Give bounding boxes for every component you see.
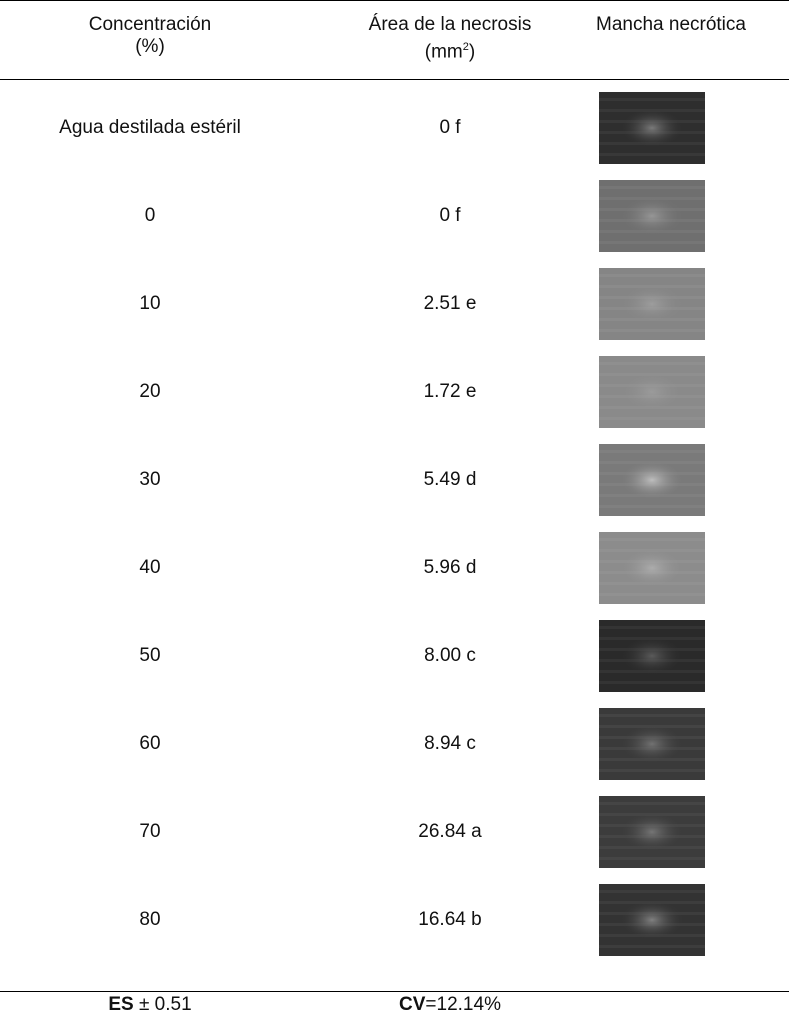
necrotic-spot-image bbox=[599, 708, 705, 780]
footer-standard-error: ES ± 0.51 bbox=[108, 994, 192, 1015]
necrotic-spot-cell bbox=[598, 788, 706, 876]
concentration-cell: 10 bbox=[139, 293, 161, 314]
necrotic-spot-image bbox=[599, 92, 705, 164]
necrosis-area-cell: 2.51 e bbox=[423, 293, 477, 314]
necrotic-spot-image bbox=[599, 268, 705, 340]
header-necrotic-spot-label: Mancha necrótica bbox=[596, 14, 746, 35]
necrotic-spot-cell bbox=[598, 876, 706, 964]
concentration-cell: 50 bbox=[139, 645, 161, 666]
table-row: 30 5.49 d bbox=[0, 436, 789, 524]
necrosis-area-cell: 5.49 d bbox=[423, 469, 477, 490]
necrotic-spot-cell bbox=[598, 436, 706, 524]
necrotic-spot-cell bbox=[598, 524, 706, 612]
necrosis-area-cell: 5.96 d bbox=[423, 557, 477, 578]
necrotic-spot-cell bbox=[598, 612, 706, 700]
table-row: 60 8.94 c bbox=[0, 700, 789, 788]
concentration-cell: 60 bbox=[139, 733, 161, 754]
table-row: Agua destilada estéril 0 f bbox=[0, 84, 789, 172]
table-row: 40 5.96 d bbox=[0, 524, 789, 612]
necrotic-spot-image bbox=[599, 796, 705, 868]
top-rule bbox=[0, 0, 789, 1]
concentration-cell: 70 bbox=[139, 821, 161, 842]
table-row: 0 0 f bbox=[0, 172, 789, 260]
necrosis-area-cell: 1.72 e bbox=[423, 381, 477, 402]
concentration-cell: 40 bbox=[139, 557, 161, 578]
necrotic-spot-image bbox=[599, 444, 705, 516]
necrosis-area-cell: 0 f bbox=[439, 117, 461, 138]
necrotic-spot-cell bbox=[598, 172, 706, 260]
header-concentration: Concentración (%) bbox=[0, 14, 300, 58]
necrotic-spot-image bbox=[599, 532, 705, 604]
header-necrosis-area-unit: (mm2) bbox=[424, 41, 476, 63]
necrotic-spot-cell bbox=[598, 348, 706, 436]
necrotic-spot-image bbox=[599, 180, 705, 252]
concentration-cell: 30 bbox=[139, 469, 161, 490]
table-row: 10 2.51 e bbox=[0, 260, 789, 348]
necrotic-spot-cell bbox=[598, 84, 706, 172]
footer-coefficient-variation: CV=12.14% bbox=[399, 994, 501, 1015]
concentration-cell: 20 bbox=[139, 381, 161, 402]
concentration-cell: 0 bbox=[144, 205, 156, 226]
bottom-rule bbox=[0, 991, 789, 992]
table-row: 50 8.00 c bbox=[0, 612, 789, 700]
necrosis-area-cell: 26.84 a bbox=[418, 821, 482, 842]
header-necrosis-area: Área de la necrosis (mm2) bbox=[300, 14, 600, 63]
concentration-cell: 80 bbox=[139, 909, 161, 930]
necrotic-spot-cell bbox=[598, 260, 706, 348]
necrosis-area-cell: 8.94 c bbox=[424, 733, 476, 754]
necrosis-area-cell: 0 f bbox=[439, 205, 461, 226]
necrotic-spot-cell bbox=[598, 700, 706, 788]
header-necrotic-spot: Mancha necrótica bbox=[596, 14, 789, 36]
necrosis-area-cell: 16.64 b bbox=[418, 909, 482, 930]
table-row: 20 1.72 e bbox=[0, 348, 789, 436]
necrotic-spot-image bbox=[599, 356, 705, 428]
header-necrosis-area-label: Área de la necrosis bbox=[368, 14, 532, 35]
header-concentration-label: Concentración bbox=[88, 14, 212, 35]
table-row: 80 16.64 b bbox=[0, 876, 789, 964]
header-concentration-unit: (%) bbox=[135, 36, 165, 57]
table-row: 70 26.84 a bbox=[0, 788, 789, 876]
concentration-cell: Agua destilada estéril bbox=[59, 117, 241, 138]
necrotic-spot-image bbox=[599, 884, 705, 956]
header-rule bbox=[0, 79, 789, 80]
necrotic-spot-image bbox=[599, 620, 705, 692]
necrosis-area-cell: 8.00 c bbox=[424, 645, 476, 666]
